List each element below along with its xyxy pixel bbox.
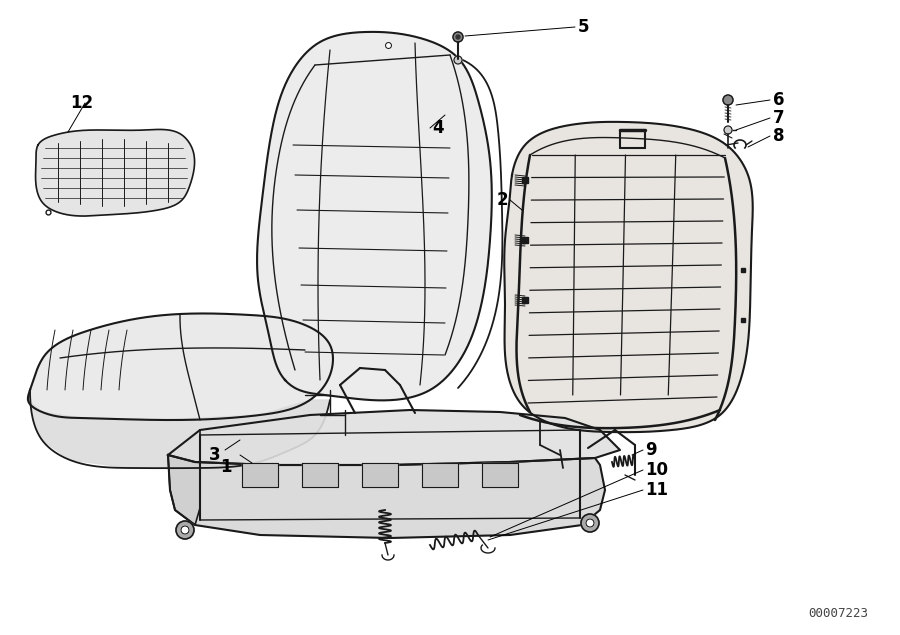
Polygon shape [36, 130, 194, 216]
Polygon shape [28, 314, 333, 420]
Circle shape [723, 95, 733, 105]
Circle shape [453, 32, 463, 42]
Circle shape [454, 56, 462, 64]
Circle shape [724, 126, 732, 134]
Polygon shape [168, 410, 620, 465]
Circle shape [586, 519, 594, 527]
Polygon shape [482, 463, 518, 487]
Circle shape [181, 526, 189, 534]
Circle shape [176, 521, 194, 539]
Text: 1: 1 [220, 458, 232, 476]
Text: 10: 10 [645, 461, 668, 479]
Text: 12: 12 [70, 94, 94, 112]
Polygon shape [242, 463, 278, 487]
Text: 8: 8 [773, 127, 785, 145]
Text: 4: 4 [432, 119, 444, 137]
Polygon shape [168, 430, 200, 525]
Circle shape [456, 35, 460, 39]
Text: 00007223: 00007223 [808, 607, 868, 620]
Text: 6: 6 [773, 91, 785, 109]
Text: 3: 3 [209, 446, 220, 464]
Text: 2: 2 [497, 191, 508, 209]
Text: 9: 9 [645, 441, 657, 459]
Polygon shape [28, 390, 330, 468]
Circle shape [581, 514, 599, 532]
Polygon shape [422, 463, 458, 487]
Polygon shape [168, 455, 605, 538]
Polygon shape [362, 463, 398, 487]
Text: 11: 11 [645, 481, 668, 499]
Polygon shape [257, 32, 491, 401]
Polygon shape [302, 463, 338, 487]
Text: 5: 5 [578, 18, 590, 36]
Text: 7: 7 [773, 109, 785, 127]
Polygon shape [504, 122, 752, 432]
